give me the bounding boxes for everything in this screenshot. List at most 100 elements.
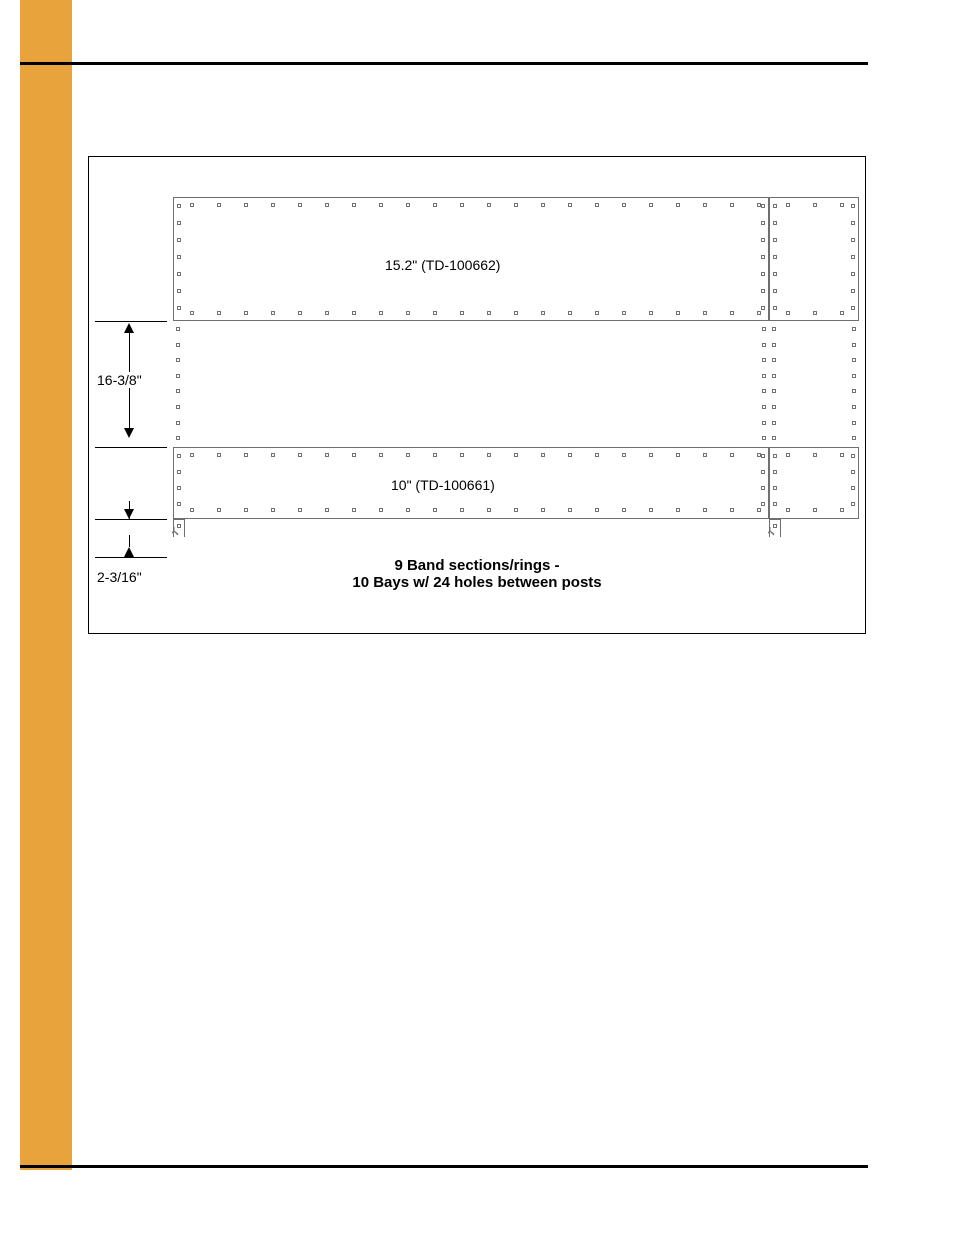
bolt-hole xyxy=(406,508,410,512)
left-sidebar xyxy=(20,0,72,1170)
bolt-hole xyxy=(852,327,856,331)
bolt-hole xyxy=(244,311,248,315)
bolt-hole xyxy=(514,311,518,315)
bolt-hole xyxy=(190,508,194,512)
bolt-hole xyxy=(595,203,599,207)
dim2-arrow-b xyxy=(124,547,134,557)
bolt-hole xyxy=(217,453,221,457)
bolt-hole xyxy=(379,203,383,207)
bolt-hole xyxy=(851,470,855,474)
diagram-caption: 9 Band sections/rings - 10 Bays w/ 24 ho… xyxy=(89,557,865,591)
bolt-hole xyxy=(433,203,437,207)
bolt-hole xyxy=(852,343,856,347)
bolt-hole xyxy=(676,311,680,315)
bolt-hole xyxy=(762,436,766,440)
bolt-hole xyxy=(244,203,248,207)
bolt-hole xyxy=(568,311,572,315)
bolt-hole xyxy=(757,311,761,315)
dim1-label: 16-3/8" xyxy=(95,372,144,388)
bolt-hole xyxy=(460,203,464,207)
bolt-hole xyxy=(217,203,221,207)
dim1-arrow-up xyxy=(124,323,134,333)
bolt-hole xyxy=(772,421,776,425)
bolt-hole xyxy=(433,311,437,315)
panel-tail-right xyxy=(769,519,781,537)
bolt-hole xyxy=(568,453,572,457)
bolt-hole xyxy=(177,221,181,225)
bolt-hole xyxy=(352,453,356,457)
bolt-hole xyxy=(786,311,790,315)
bolt-hole xyxy=(176,421,180,425)
bolt-hole xyxy=(433,453,437,457)
bolt-hole xyxy=(352,203,356,207)
bolt-hole xyxy=(177,255,181,259)
bolt-hole xyxy=(761,306,765,310)
bolt-hole xyxy=(406,311,410,315)
bolt-hole xyxy=(786,203,790,207)
bolt-hole xyxy=(460,508,464,512)
bolt-hole xyxy=(851,204,855,208)
bolt-hole xyxy=(514,508,518,512)
bolt-hole xyxy=(852,358,856,362)
dim1-arrow-down xyxy=(124,428,134,438)
bolt-hole xyxy=(840,203,844,207)
bolt-hole xyxy=(757,453,761,457)
panel-upper-right xyxy=(769,197,859,321)
bolt-hole xyxy=(773,238,777,242)
bolt-hole xyxy=(379,508,383,512)
bolt-hole xyxy=(761,502,765,506)
caption-line2: 10 Bays w/ 24 holes between posts xyxy=(352,574,601,591)
dim2-shaft-b xyxy=(129,535,130,547)
bolt-hole xyxy=(852,389,856,393)
bolt-hole xyxy=(568,203,572,207)
bolt-hole xyxy=(352,311,356,315)
bolt-hole xyxy=(772,389,776,393)
bolt-hole xyxy=(773,204,777,208)
bolt-hole xyxy=(851,486,855,490)
bolt-hole xyxy=(813,311,817,315)
top-horizontal-rule xyxy=(20,62,868,65)
bolt-hole xyxy=(757,203,761,207)
bolt-hole xyxy=(772,436,776,440)
bolt-hole xyxy=(244,453,248,457)
bolt-hole xyxy=(676,453,680,457)
bolt-hole xyxy=(772,327,776,331)
bolt-hole xyxy=(568,508,572,512)
bolt-hole xyxy=(325,311,329,315)
caption-line1: 9 Band sections/rings - xyxy=(394,557,559,574)
bolt-hole xyxy=(298,508,302,512)
bolt-hole xyxy=(649,453,653,457)
diagram-frame: 16-3/8" 2-3/16" 15.2" (TD-100662) 10" (T… xyxy=(88,156,866,634)
bolt-hole xyxy=(622,508,626,512)
bolt-hole xyxy=(772,358,776,362)
bolt-hole xyxy=(730,311,734,315)
bolt-hole xyxy=(379,311,383,315)
bolt-hole xyxy=(487,203,491,207)
bolt-hole xyxy=(176,405,180,409)
bolt-hole xyxy=(433,508,437,512)
bolt-hole xyxy=(762,421,766,425)
bolt-hole xyxy=(649,203,653,207)
bolt-hole xyxy=(851,454,855,458)
bolt-hole xyxy=(460,453,464,457)
bolt-hole xyxy=(487,311,491,315)
bolt-hole xyxy=(325,508,329,512)
bolt-hole xyxy=(325,453,329,457)
bolt-hole xyxy=(762,389,766,393)
bolt-hole xyxy=(176,327,180,331)
bolt-hole xyxy=(271,311,275,315)
bolt-hole xyxy=(762,405,766,409)
bolt-hole xyxy=(703,453,707,457)
bolt-hole xyxy=(813,203,817,207)
bolt-hole xyxy=(762,358,766,362)
bolt-hole xyxy=(514,203,518,207)
bolt-hole xyxy=(595,508,599,512)
bolt-hole xyxy=(514,453,518,457)
bolt-hole xyxy=(177,502,181,506)
bolt-hole xyxy=(649,508,653,512)
bolt-hole xyxy=(190,453,194,457)
bolt-hole xyxy=(325,203,329,207)
bolt-hole xyxy=(176,374,180,378)
bolt-hole xyxy=(761,289,765,293)
bottom-horizontal-rule xyxy=(20,1165,868,1168)
